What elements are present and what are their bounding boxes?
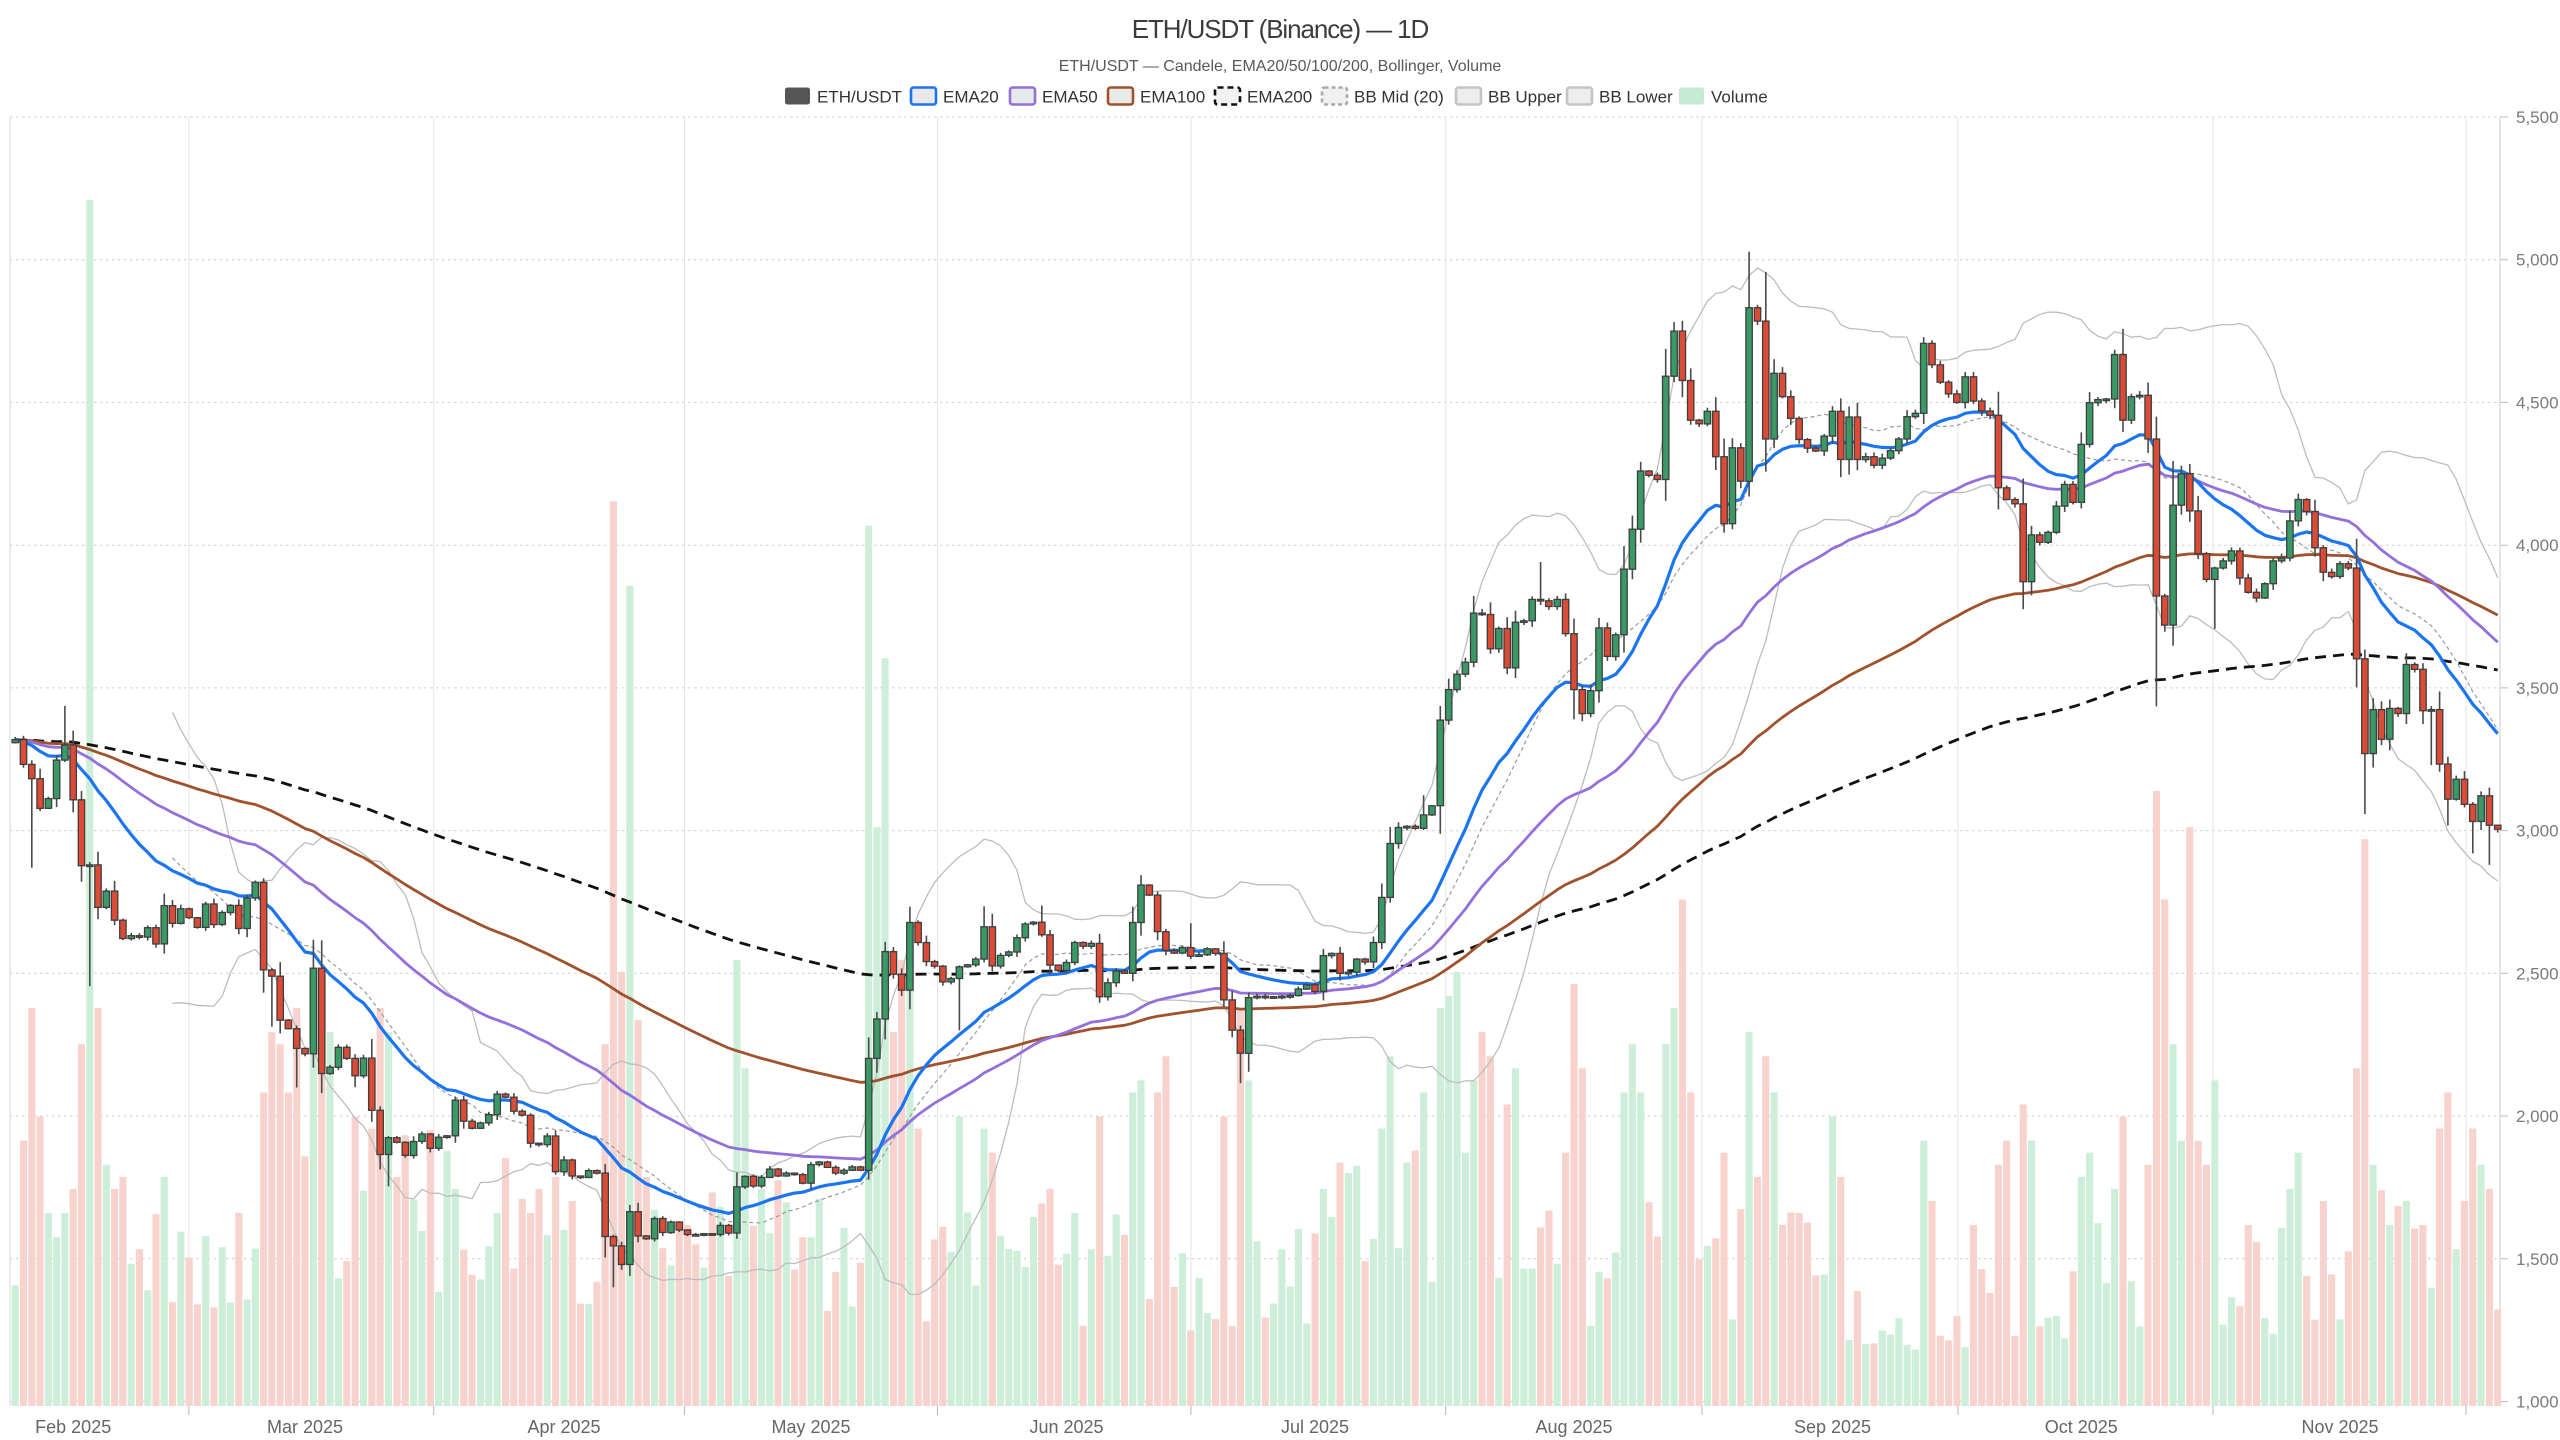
svg-text:BB Mid (20): BB Mid (20) [1354,88,1444,107]
svg-text:3,000: 3,000 [2516,822,2559,841]
svg-text:EMA100: EMA100 [1140,88,1205,107]
svg-text:Sep 2025: Sep 2025 [1794,1417,1871,1437]
svg-text:Mar 2025: Mar 2025 [267,1417,343,1437]
svg-text:3,500: 3,500 [2516,679,2559,698]
svg-text:Oct 2025: Oct 2025 [2045,1417,2118,1437]
svg-text:Feb 2025: Feb 2025 [35,1417,111,1437]
svg-text:EMA20: EMA20 [943,88,999,107]
svg-text:ETH/USDT: ETH/USDT [817,88,902,107]
svg-text:Jul 2025: Jul 2025 [1281,1417,1349,1437]
svg-text:Nov 2025: Nov 2025 [2301,1417,2378,1437]
svg-text:2,500: 2,500 [2516,964,2559,983]
svg-text:EMA200: EMA200 [1247,88,1312,107]
svg-text:4,500: 4,500 [2516,393,2559,412]
svg-text:ETH/USDT (Binance) — 1D: ETH/USDT (Binance) — 1D [1132,14,1429,44]
svg-text:1,500: 1,500 [2516,1250,2559,1269]
svg-text:4,000: 4,000 [2516,536,2559,555]
svg-text:May 2025: May 2025 [771,1417,850,1437]
svg-text:Aug 2025: Aug 2025 [1535,1417,1612,1437]
svg-text:1,000: 1,000 [2516,1393,2559,1412]
svg-text:Apr 2025: Apr 2025 [527,1417,600,1437]
svg-text:2,000: 2,000 [2516,1107,2559,1126]
svg-text:5,500: 5,500 [2516,108,2559,127]
svg-text:BB Upper: BB Upper [1488,88,1562,107]
svg-text:5,000: 5,000 [2516,251,2559,270]
svg-text:BB Lower: BB Lower [1599,88,1673,107]
svg-text:EMA50: EMA50 [1042,88,1098,107]
svg-text:Jun 2025: Jun 2025 [1029,1417,1103,1437]
svg-text:ETH/USDT — Candele, EMA20/50/1: ETH/USDT — Candele, EMA20/50/100/200, Bo… [1059,58,1502,75]
svg-text:Volume: Volume [1711,88,1768,107]
